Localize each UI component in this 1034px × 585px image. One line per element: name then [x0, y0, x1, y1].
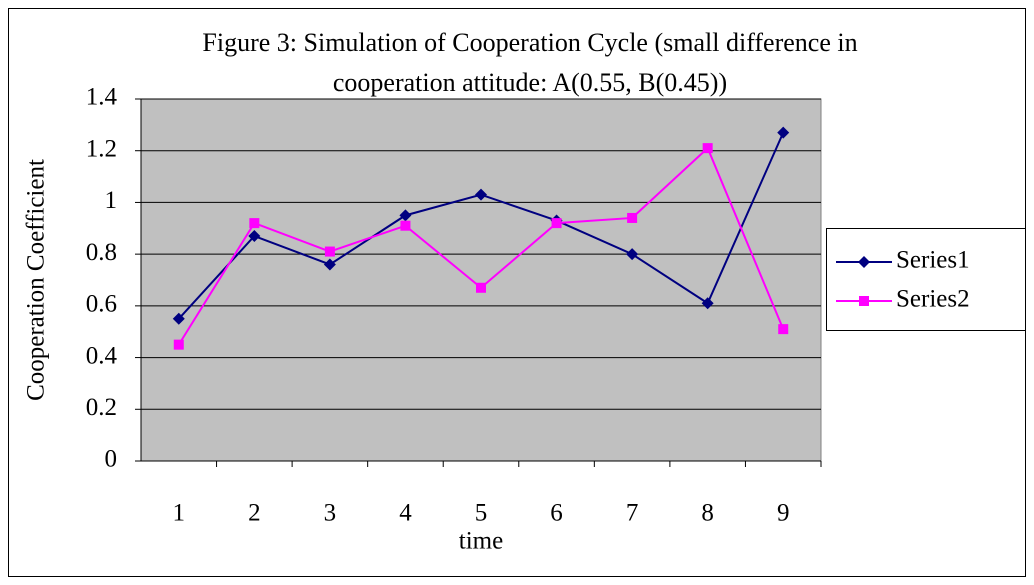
marker — [701, 297, 714, 310]
y-tick-label: 0.4 — [86, 342, 118, 369]
y-tick-label: 0.6 — [86, 291, 117, 318]
marker — [476, 282, 486, 293]
marker — [172, 312, 185, 325]
x-tick-label: 4 — [399, 500, 412, 527]
marker — [323, 258, 336, 271]
y-tick-label: 0 — [105, 446, 118, 473]
x-axis-label: time — [459, 528, 503, 555]
x-tick-label: 8 — [701, 500, 714, 527]
marker — [324, 246, 335, 257]
marker — [475, 188, 487, 201]
marker — [551, 218, 562, 229]
marker — [778, 324, 789, 335]
marker — [399, 209, 412, 222]
marker — [249, 218, 260, 229]
y-tick-label: 0.2 — [86, 394, 117, 421]
marker — [173, 339, 184, 350]
marker — [400, 220, 411, 231]
y-tick-label: 0.8 — [86, 239, 117, 266]
y-tick-label: 1.4 — [86, 84, 118, 111]
chart-title: Figure 3: Simulation of Cooperation Cycl… — [202, 28, 857, 57]
y-axis-label: Cooperation Coefficient — [23, 159, 50, 401]
x-tick-label: 2 — [248, 500, 261, 527]
x-tick-label: 3 — [324, 500, 337, 527]
marker — [626, 248, 639, 261]
legend-label: Series1 — [896, 247, 970, 274]
x-tick-label: 9 — [777, 500, 790, 527]
marker — [777, 126, 790, 139]
marker — [248, 230, 261, 243]
marker — [627, 212, 638, 223]
legend — [826, 228, 1026, 331]
y-tick-label: 1.2 — [86, 135, 117, 162]
x-tick-label: 6 — [550, 500, 563, 527]
marker — [702, 143, 713, 154]
y-tick-label: 1 — [105, 187, 118, 214]
marker — [859, 296, 869, 306]
x-tick-label: 5 — [475, 500, 488, 527]
legend-label: Series2 — [896, 286, 970, 313]
x-tick-label: 7 — [626, 500, 639, 527]
marker — [858, 256, 870, 268]
x-tick-label: 1 — [173, 500, 186, 527]
plot-area — [140, 98, 822, 462]
chart-title: cooperation attitude: A(0.55, B(0.45)) — [333, 68, 727, 97]
